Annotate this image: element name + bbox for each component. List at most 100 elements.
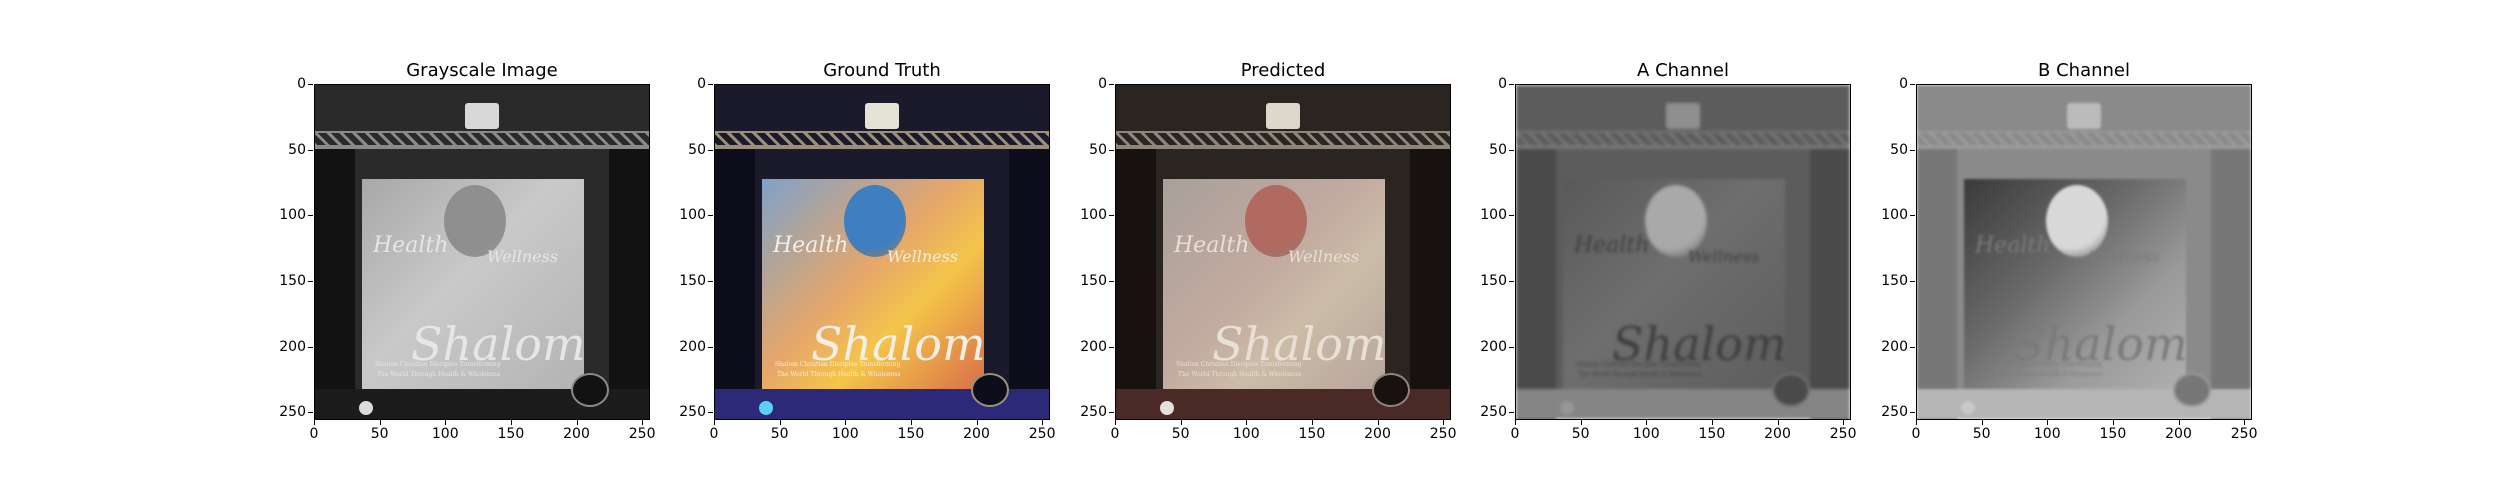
x-tick-label: 250 (2230, 426, 2258, 442)
x-tick-label: 0 (1510, 426, 1520, 442)
x-tick (1777, 420, 1779, 425)
y-tick-label: 250 (279, 404, 306, 421)
scene-image: Health Wellness Shalom Shalom Christian … (1116, 85, 1450, 419)
x-tick-label: 200 (963, 426, 990, 442)
y-tick (1109, 84, 1114, 85)
x-tick (2178, 420, 2180, 425)
y-tick-label: 250 (1480, 404, 1507, 421)
y-tick-label: 150 (679, 272, 706, 289)
x-tick (1843, 420, 1845, 425)
y-tick (308, 149, 313, 151)
x-tick-label: 200 (1364, 426, 1391, 442)
x-tick-label: 50 (1171, 426, 1190, 442)
scene-image: Health Wellness Shalom Shalom Christian … (1917, 85, 2251, 419)
x-tick (314, 420, 315, 425)
scene-text-shalom: Shalom (2013, 317, 2188, 371)
scene-text-health: Health (373, 233, 449, 258)
y-tick-label: 250 (679, 404, 706, 421)
scene-text-shalom: Shalom (1612, 317, 1787, 371)
x-tick-label: 0 (309, 426, 319, 442)
y-tick (1509, 346, 1514, 348)
panel-title: Grayscale Image (406, 60, 558, 81)
x-tick-label: 200 (2165, 426, 2192, 442)
y-tick (708, 280, 713, 282)
x-tick (1711, 420, 1713, 425)
image-axes: Health Wellness Shalom Shalom Christian … (1916, 84, 2252, 420)
y-tick (1109, 412, 1114, 414)
x-tick (1246, 420, 1248, 425)
y-tick-label: 50 (1089, 141, 1107, 158)
x-tick-label: 150 (497, 426, 525, 442)
y-tick (708, 412, 713, 414)
y-tick-label: 50 (288, 141, 306, 158)
x-tick-label: 100 (831, 426, 859, 442)
x-tick (910, 420, 912, 425)
y-tick-label: 100 (679, 207, 706, 224)
y-tick (1109, 346, 1114, 348)
y-tick (708, 346, 713, 348)
image-axes: Health Wellness Shalom Shalom Christian … (1515, 84, 1851, 420)
panel-title: B Channel (2038, 60, 2130, 81)
y-tick-label: 0 (1098, 76, 1107, 92)
y-tick-label: 200 (1480, 338, 1507, 355)
y-tick-label: 50 (688, 141, 706, 158)
x-tick-label: 150 (897, 426, 925, 442)
y-tick-label: 100 (1480, 207, 1507, 224)
y-tick (1509, 84, 1514, 85)
y-tick (1509, 280, 1514, 282)
x-tick-label: 0 (1110, 426, 1120, 442)
scene-caption-2: The World Through Health & Wholeness (1979, 371, 2103, 378)
image-axes: Health Wellness Shalom Shalom Christian … (1115, 84, 1451, 420)
x-tick (1646, 420, 1648, 425)
y-tick (1910, 412, 1915, 414)
scene-text-wellness: Wellness (887, 247, 959, 266)
y-tick (1509, 412, 1514, 414)
x-tick (1377, 420, 1379, 425)
x-tick-label: 250 (628, 426, 656, 442)
scene-caption-2: The World Through Health & Wholeness (377, 371, 501, 378)
scene-caption-1: Shalom Christian Disciples Transforming (375, 361, 501, 368)
x-tick-label: 250 (1028, 426, 1056, 442)
x-tick (1580, 420, 1582, 425)
x-tick (1443, 420, 1445, 425)
x-tick-label: 50 (1571, 426, 1590, 442)
y-tick (308, 215, 313, 217)
y-tick-label: 0 (697, 76, 706, 92)
x-tick (2047, 420, 2049, 425)
panel-pred: Predicted Health Wellness Shalom Shalom … (1080, 0, 1515, 500)
x-tick (1115, 420, 1116, 425)
y-tick-label: 200 (1080, 338, 1107, 355)
x-tick (2244, 420, 2246, 425)
scene-text-health: Health (1574, 233, 1650, 258)
scene-caption-1: Shalom Christian Disciples Transforming (1977, 361, 2103, 368)
scene-caption-1: Shalom Christian Disciples Transforming (1176, 361, 1302, 368)
x-tick-label: 100 (2033, 426, 2061, 442)
y-tick-label: 100 (1881, 207, 1908, 224)
y-tick-label: 150 (1080, 272, 1107, 289)
x-tick (1981, 420, 1983, 425)
x-tick-label: 50 (770, 426, 789, 442)
x-tick (845, 420, 847, 425)
panel-a: A Channel Health Wellness Shalom Shalom … (1480, 0, 1915, 500)
x-tick (1180, 420, 1182, 425)
y-tick (1109, 280, 1114, 282)
y-tick (308, 412, 313, 414)
x-tick (1042, 420, 1044, 425)
x-tick-label: 200 (563, 426, 590, 442)
x-tick-label: 250 (1429, 426, 1457, 442)
x-tick-label: 100 (431, 426, 459, 442)
scene-image: Health Wellness Shalom Shalom Christian … (715, 85, 1049, 419)
scene-caption-2: The World Through Health & Wholeness (777, 371, 901, 378)
y-tick-label: 150 (279, 272, 306, 289)
y-tick (1910, 149, 1915, 151)
x-tick (2112, 420, 2114, 425)
y-tick-label: 0 (1899, 76, 1908, 92)
scene-text-shalom: Shalom (1212, 317, 1387, 371)
x-tick (1311, 420, 1313, 425)
y-tick (1910, 346, 1915, 348)
scene-caption-1: Shalom Christian Disciples Transforming (775, 361, 901, 368)
y-tick (1910, 84, 1915, 85)
y-tick-label: 200 (1881, 338, 1908, 355)
y-tick-label: 150 (1881, 272, 1908, 289)
x-tick (779, 420, 781, 425)
